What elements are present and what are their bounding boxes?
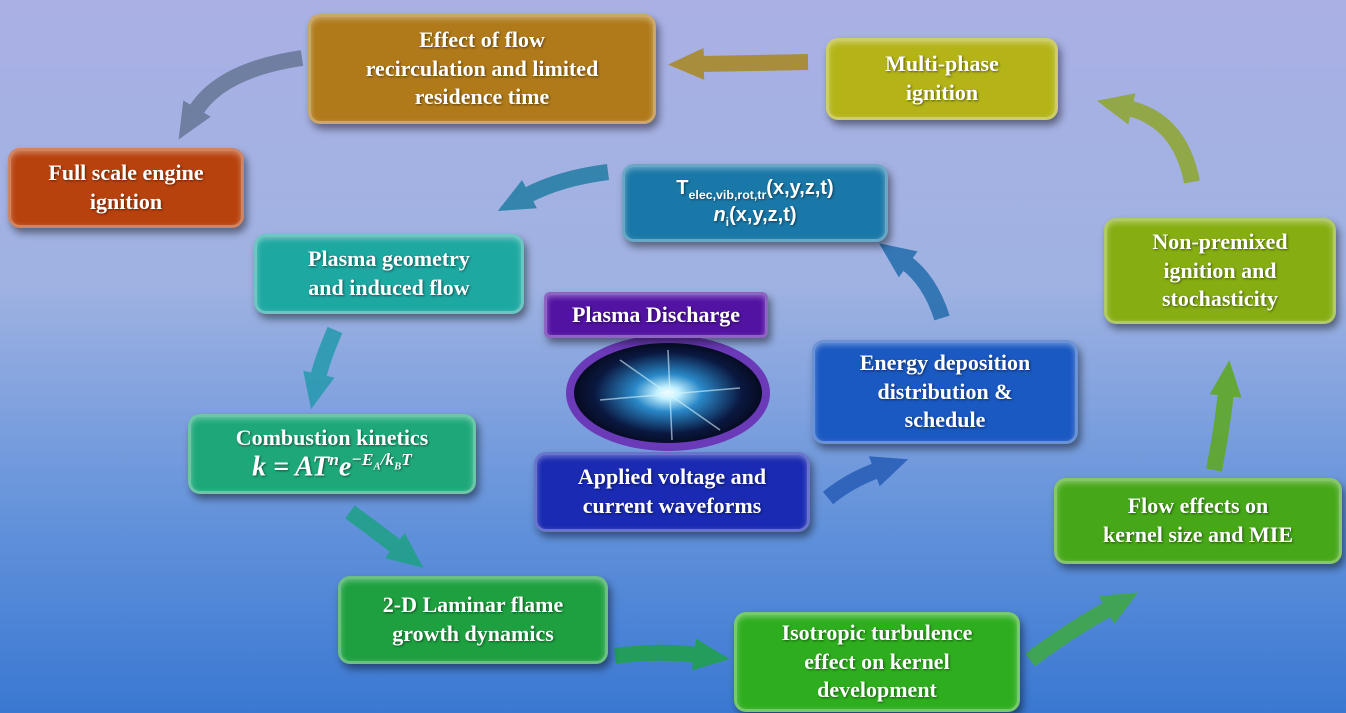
formula: k = ATne−EA/kBT [252,450,412,484]
subscript: elec,vib,rot,tr [688,188,766,202]
arrows [0,0,1346,713]
node: Effect of flow recirculation and limited… [308,14,656,124]
node-line: Combustion kinetics [236,425,429,450]
node-line: and induced flow [308,274,469,303]
node-line: growth dynamics [392,620,554,649]
node-line: stochasticity [1162,285,1278,314]
node-line: Plasma geometry [308,245,470,274]
arrow [1030,608,1110,660]
node: Plasma Discharge [544,292,768,338]
args: (x,y,z,t) [729,204,796,226]
formula-part: n [329,450,339,469]
node: Applied voltage and current waveforms [534,452,810,532]
arrow [615,653,698,656]
arrow [700,62,808,64]
symbol: T [676,177,688,199]
page: Effect of flow recirculation and limited… [0,0,1346,713]
node: Full scale engine ignition [8,148,244,228]
arrow [350,512,398,548]
node-line: Energy deposition [860,349,1031,378]
arrow [1128,108,1192,182]
node-line: Non-premixed [1152,228,1287,257]
node-line: ni(x,y,z,t) [713,203,796,230]
node: Telec,vib,rot,tr(x,y,z,t) ni(x,y,z,t) [622,164,888,242]
formula-part: /k [381,450,395,469]
node-line: ignition and [1163,257,1276,286]
node-line: Flow effects on [1128,492,1269,521]
arrow [828,470,878,498]
node-line: ignition [906,79,978,108]
node-line: Isotropic turbulence [782,619,973,648]
symbol: n [713,204,725,226]
node-line: Applied voltage and [578,463,766,492]
node: Flow effects on kernel size and MIE [1054,478,1342,564]
node-line: effect on kernel [804,648,949,677]
node: Isotropic turbulence effect on kernel de… [734,612,1020,712]
node: Energy deposition distribution & schedul… [812,340,1078,444]
node-line: Multi-phase [885,50,999,79]
node-line: schedule [905,406,986,435]
arrow [1214,392,1226,470]
node-line: Effect of flow [419,26,545,55]
node: Combustion kinetics k = ATne−EA/kBT [188,414,476,494]
node: Plasma geometry and induced flow [254,234,524,314]
node: 2-D Laminar flame growth dynamics [338,576,608,664]
node-line: Full scale engine [48,159,203,188]
args: (x,y,z,t) [766,177,833,199]
node-line: residence time [415,83,550,112]
formula-part: k = AT [252,451,329,482]
node-line: Telec,vib,rot,tr(x,y,z,t) [676,176,833,203]
arrow [905,262,942,318]
formula-part: −E [351,450,373,469]
arrow [526,172,608,196]
node: Multi-phase ignition [826,38,1058,120]
formula-exponent: −EA/kBT [351,450,412,469]
node-line: current waveforms [583,492,762,521]
node: Non-premixed ignition and stochasticity [1104,218,1336,324]
formula-part: T [401,450,412,469]
formula-part: e [339,451,351,482]
node-line: ignition [90,188,162,217]
arrow [195,58,302,112]
arrow [318,330,335,378]
node-line: kernel size and MIE [1103,521,1293,550]
formula-part: A [373,460,380,472]
node-line: 2-D Laminar flame [383,591,563,620]
node-line: distribution & [877,378,1012,407]
node-line: recirculation and limited [366,55,599,84]
node-line: Plasma Discharge [572,301,740,330]
node-line: development [817,676,937,705]
